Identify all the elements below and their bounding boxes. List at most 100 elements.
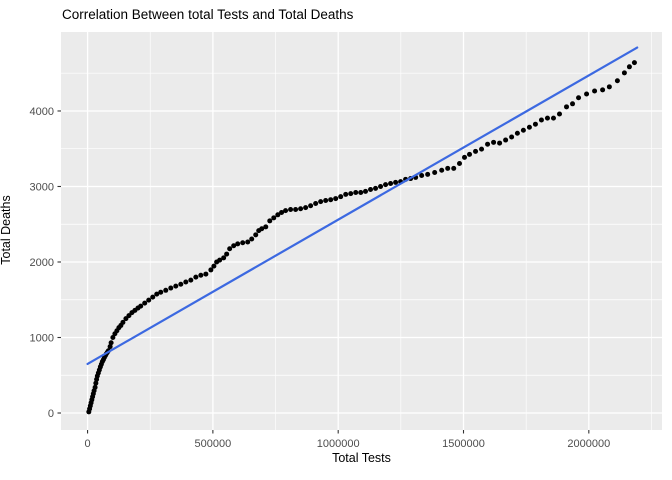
- scatter-point: [363, 188, 369, 194]
- scatter-point: [120, 319, 126, 325]
- scatter-point: [373, 185, 379, 191]
- scatter-point: [178, 281, 184, 287]
- scatter-point: [432, 170, 438, 176]
- scatter-point: [473, 148, 479, 154]
- scatter-point: [217, 257, 223, 263]
- scatter-point: [183, 279, 189, 285]
- scatter-point: [348, 191, 354, 197]
- scatter-point: [570, 101, 576, 107]
- scatter-point: [158, 289, 164, 295]
- scatter-point: [107, 344, 113, 350]
- scatter-point: [419, 173, 425, 179]
- scatter-point: [520, 127, 526, 133]
- scatter-point: [313, 200, 319, 206]
- scatter-point: [631, 60, 637, 66]
- scatter-point: [318, 199, 324, 205]
- scatter-point: [600, 87, 606, 93]
- scatter-point: [503, 137, 509, 143]
- scatter-point: [193, 274, 199, 280]
- scatter-point: [224, 251, 230, 257]
- scatter-point: [556, 111, 562, 117]
- scatter-point: [621, 70, 627, 76]
- scatter-point: [425, 171, 431, 177]
- scatter-point: [323, 197, 329, 203]
- chart-title: Correlation Between total Tests and Tota…: [62, 7, 354, 22]
- y-tick-label: 4000: [30, 106, 54, 118]
- scatter-point: [383, 182, 389, 188]
- scatter-point: [451, 165, 457, 171]
- scatter-point: [509, 134, 515, 140]
- trend-line: [86, 46, 639, 366]
- x-axis-label: Total Tests: [332, 451, 391, 465]
- scatter-point: [544, 115, 550, 121]
- scatter-point: [538, 117, 544, 123]
- x-tick-label: 500000: [195, 438, 232, 450]
- scatter-point: [584, 91, 590, 97]
- scatter-point: [497, 140, 503, 146]
- scatter-point: [445, 165, 451, 171]
- y-axis-label: Total Deaths: [0, 195, 13, 265]
- scatter-point: [378, 183, 384, 189]
- scatter-point: [462, 154, 468, 160]
- scatter-point: [253, 232, 259, 238]
- scatter-point: [240, 240, 246, 246]
- x-tick-label: 2000000: [567, 438, 610, 450]
- scatter-point: [388, 180, 394, 186]
- scatter-point: [249, 236, 255, 242]
- x-tick-label: 1500000: [442, 438, 485, 450]
- scatter-point: [245, 239, 251, 245]
- scatter-point: [293, 207, 299, 213]
- scatter-point: [288, 207, 294, 213]
- x-tick-label: 1000000: [317, 438, 360, 450]
- scatter-point: [259, 226, 265, 232]
- scatter-point: [150, 294, 156, 300]
- scatter-point: [93, 380, 99, 386]
- scatter-point: [485, 141, 491, 147]
- scatter-point: [353, 190, 359, 196]
- plot-panel: [61, 32, 662, 430]
- y-tick-label: 1000: [30, 333, 54, 345]
- scatter-point: [92, 384, 98, 390]
- scatter-point: [271, 215, 277, 221]
- scatter-point: [188, 277, 194, 283]
- scatter-point: [550, 115, 556, 121]
- y-tick-label: 3000: [30, 181, 54, 193]
- scatter-point: [275, 212, 281, 218]
- scatter-point: [491, 139, 497, 145]
- scatter-point: [108, 340, 114, 346]
- scatter-point: [231, 243, 237, 249]
- scatter-point: [606, 84, 612, 90]
- scatter-point: [514, 130, 520, 136]
- scatter-point: [338, 194, 344, 200]
- scatter-point: [456, 160, 462, 166]
- scatter-point: [576, 95, 582, 101]
- y-tick-label: 2000: [30, 257, 54, 269]
- scatter-point: [526, 124, 532, 130]
- scatter-point: [358, 190, 364, 196]
- scatter-point: [227, 246, 233, 252]
- scatter-point: [368, 187, 374, 193]
- scatter-point: [208, 267, 214, 273]
- scatter-point: [110, 335, 116, 341]
- scatter-point: [393, 179, 399, 185]
- scatter-point: [267, 218, 273, 224]
- scatter-point: [614, 78, 620, 84]
- scatter-point: [198, 272, 204, 278]
- scatter-point: [163, 287, 169, 293]
- scatter-point: [142, 300, 148, 306]
- scatter-point: [308, 203, 314, 209]
- scatter-point: [173, 283, 179, 289]
- scatter-point: [532, 121, 538, 127]
- scatter-point: [328, 197, 334, 203]
- scatter-point: [592, 88, 598, 94]
- scatter-point: [235, 241, 241, 247]
- scatter-point: [263, 224, 269, 230]
- scatter-point: [303, 205, 309, 211]
- scatter-point: [298, 206, 304, 212]
- scatter-point: [168, 285, 174, 291]
- scatter-point: [211, 263, 217, 269]
- scatter-point: [203, 271, 209, 277]
- scatter-point: [138, 303, 144, 309]
- scatter-point: [343, 191, 349, 197]
